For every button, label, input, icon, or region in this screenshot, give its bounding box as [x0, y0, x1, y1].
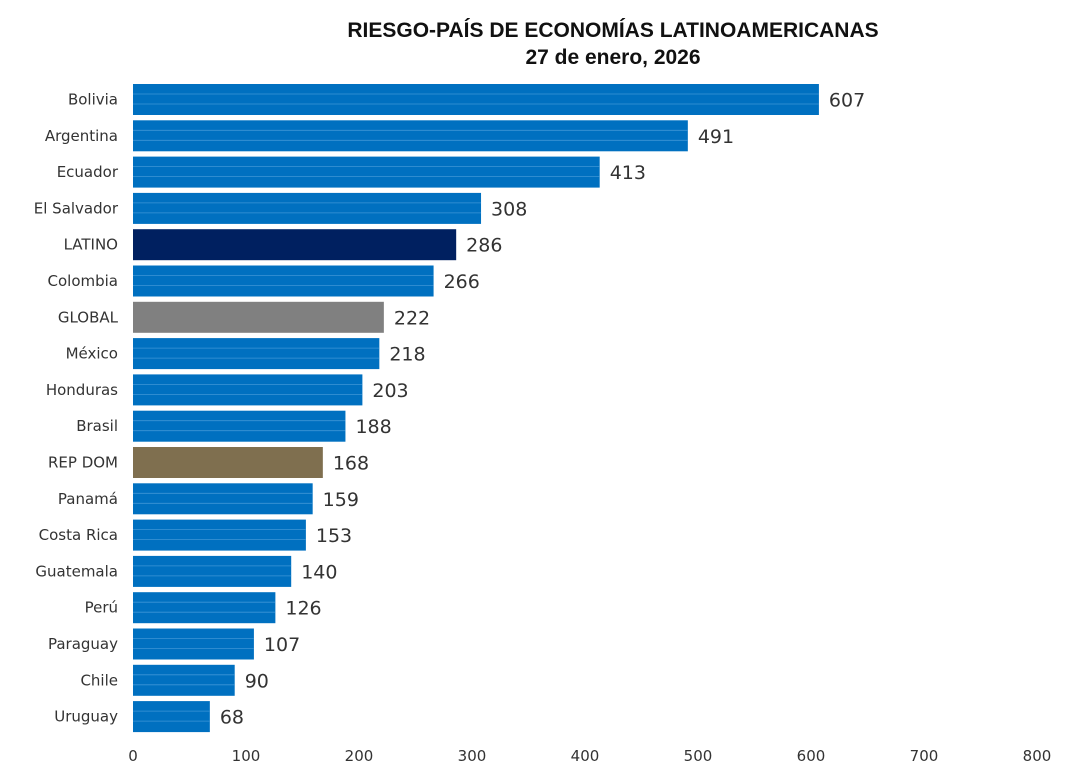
bar: [133, 156, 600, 188]
category-label: Panamá: [58, 490, 118, 508]
data-label: 203: [372, 380, 408, 402]
data-label: 218: [389, 344, 425, 366]
category-label: GLOBAL: [58, 308, 119, 326]
x-tick-label: 700: [910, 747, 939, 764]
data-label: 168: [333, 453, 369, 475]
x-tick-label: 500: [684, 747, 713, 764]
x-tick-label: 200: [345, 747, 374, 764]
bar: [133, 664, 235, 696]
category-label: REP DOM: [48, 454, 118, 472]
data-label: 413: [610, 162, 646, 184]
category-label: Perú: [85, 599, 118, 617]
bar: [133, 483, 313, 515]
bar: [133, 265, 434, 297]
data-label: 90: [245, 670, 269, 692]
category-label: Costa Rica: [39, 526, 118, 544]
x-tick-label: 800: [1023, 747, 1052, 764]
x-tick-label: 0: [128, 747, 138, 764]
category-label: Chile: [80, 671, 118, 689]
data-label: 126: [285, 598, 321, 620]
x-tick-label: 600: [797, 747, 826, 764]
data-label: 159: [323, 489, 359, 511]
bar: [133, 84, 819, 115]
data-label: 266: [444, 271, 480, 293]
category-label: El Salvador: [34, 199, 119, 217]
x-tick-label: 100: [232, 747, 261, 764]
data-label: 308: [491, 198, 527, 220]
chart-title: RIESGO-PAÍS DE ECONOMÍAS LATINOAMERICANA…: [347, 19, 879, 42]
bar: [133, 628, 254, 660]
chart-subtitle: 27 de enero, 2026: [525, 46, 701, 69]
category-label: Brasil: [76, 417, 118, 435]
bar: [133, 701, 210, 733]
bar: [133, 410, 346, 442]
category-label: Colombia: [48, 272, 119, 290]
x-tick-label: 400: [571, 747, 600, 764]
category-label: LATINO: [64, 236, 118, 254]
category-label: Paraguay: [48, 635, 118, 653]
data-label: 607: [829, 90, 865, 112]
data-label: 153: [316, 525, 352, 547]
x-tick-label: 300: [458, 747, 487, 764]
bar: [133, 519, 306, 551]
category-label: Argentina: [45, 127, 118, 145]
bar: [133, 338, 380, 370]
category-label: Honduras: [46, 381, 118, 399]
data-label: 140: [301, 561, 337, 583]
bar: [133, 301, 384, 333]
bar: [133, 555, 292, 587]
category-label: Guatemala: [35, 562, 118, 580]
bar: [133, 120, 688, 152]
bar: [133, 192, 482, 224]
bar: [133, 447, 323, 478]
bar: [133, 374, 363, 406]
bar: [133, 229, 457, 261]
data-label: 68: [220, 707, 244, 729]
category-label: México: [66, 345, 118, 363]
data-label: 107: [264, 634, 300, 656]
bar: [133, 592, 276, 624]
category-label: Bolivia: [68, 91, 118, 109]
data-label: 188: [355, 416, 391, 438]
data-label: 491: [698, 126, 734, 148]
category-label: Uruguay: [54, 708, 118, 726]
data-label: 222: [394, 307, 430, 329]
category-label: Ecuador: [57, 163, 119, 181]
data-label: 286: [466, 235, 502, 257]
